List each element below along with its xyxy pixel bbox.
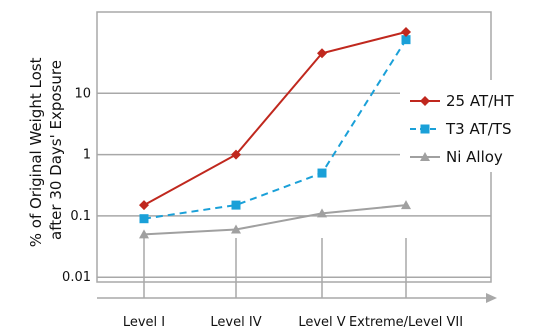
data-point	[139, 229, 149, 239]
data-point	[231, 224, 241, 234]
series-1	[139, 35, 411, 224]
series-0	[139, 27, 411, 211]
y-axis-title: % of Original Weight Lost after 30 Days'…	[27, 53, 65, 248]
x-tick-label: Level IV	[210, 315, 261, 330]
series-line	[143, 39, 407, 220]
legend-label: Ni Alloy	[446, 148, 503, 166]
series-group	[139, 27, 411, 239]
y-tick-label: 0.01	[62, 270, 91, 285]
data-point	[420, 96, 430, 106]
x-axis	[97, 293, 497, 303]
x-tick-label: Level I	[123, 315, 165, 330]
legend-label: 25 AT/HT	[446, 92, 514, 110]
legend-label: T3 AT/TS	[445, 120, 511, 138]
data-point	[401, 27, 411, 37]
data-point	[317, 48, 327, 59]
x-tick-label: Extreme/Level VII	[349, 315, 463, 330]
data-point	[139, 214, 149, 224]
data-point	[317, 168, 327, 178]
legend: 25 AT/HT T3 AT/TS Ni Alloy	[400, 80, 540, 172]
y-axis-title-line-1: % of Original Weight Lost	[27, 57, 45, 247]
y-tick-label: 10	[74, 86, 91, 101]
series-line	[143, 204, 407, 236]
data-point	[139, 200, 149, 211]
x-tick-label: Level V	[298, 315, 345, 330]
data-point	[231, 149, 241, 160]
series-line	[143, 31, 407, 206]
data-point	[420, 152, 430, 161]
x-tick-labels: Level I Level IV Level V Extreme/Level VII	[123, 315, 463, 330]
data-point	[401, 35, 411, 45]
category-guides	[143, 238, 407, 298]
data-point	[317, 208, 327, 218]
y-tick-label: 1	[83, 148, 91, 163]
y-axis-title-line-2: after 30 Days' Exposure	[47, 60, 65, 240]
y-tick-label: 0.1	[70, 209, 91, 224]
data-point	[420, 124, 430, 134]
y-tick-labels: 0.01 0.1 1 10	[62, 86, 91, 285]
data-point	[401, 200, 411, 210]
x-axis-arrow	[486, 293, 497, 303]
series-2	[139, 200, 411, 239]
data-point	[231, 200, 241, 210]
